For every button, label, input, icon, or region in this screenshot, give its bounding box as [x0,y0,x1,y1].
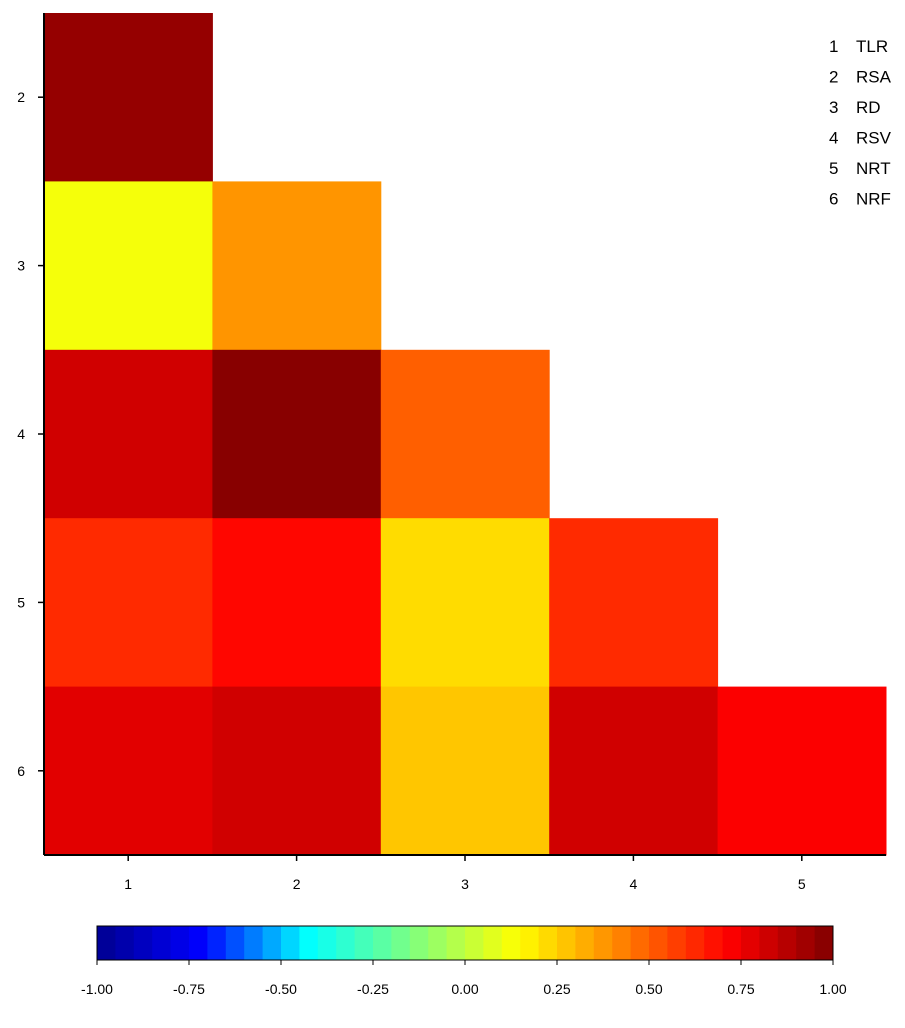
colorbar-swatch [115,926,135,960]
colorbar-tick-label: 0.50 [635,981,662,997]
colorbar-swatch [189,926,208,960]
heatmap-cell-1-2 [44,13,213,182]
legend-label: TLR [856,37,888,56]
colorbar-swatch [317,926,337,960]
heatmap-cell-1-5 [44,518,213,688]
heatmap-cell-4-6 [549,686,719,856]
colorbar-swatch [704,926,723,960]
legend-key: 5 [829,159,838,178]
x-tick-label: 1 [124,876,132,892]
variable-legend: 1 TLR 2 RSA 3 RD 4 RSV 5 NRT 6 NRF [829,37,892,209]
legend-label: RSA [856,68,892,87]
colorbar-swatch [262,926,282,960]
colorbar-swatch [722,926,742,960]
colorbar-tick-label: -0.25 [357,981,389,997]
heatmap-cell-2-6 [212,686,382,856]
heatmap-cell-3-6 [380,686,550,856]
colorbar-swatch [409,926,429,960]
colorbar-swatch [575,926,595,960]
colorbar-swatch [741,926,760,960]
colorbar-swatch [133,926,153,960]
colorbar-swatch [152,926,171,960]
legend-key: 4 [829,129,838,148]
colorbar-swatch [336,926,355,960]
colorbar-swatch [225,926,245,960]
legend-label: RD [856,98,881,117]
colorbar-swatch [649,926,668,960]
colorbar-swatch [557,926,576,960]
colorbar-swatch [520,926,539,960]
colorbar-tick-label: 0.25 [543,981,570,997]
heatmap-cells [44,13,887,856]
colorbar-swatch [685,926,705,960]
colorbar-tick-label: 0.75 [727,981,754,997]
y-tick-label: 5 [17,594,25,610]
legend-label: NRF [856,190,891,209]
y-tick-label: 6 [17,763,25,779]
heatmap-cell-3-5 [380,518,550,688]
heatmap-axes: 2 3 4 5 6 1 2 3 4 5 [17,13,886,892]
colorbar-swatch [170,926,190,960]
colorbar-swatch [373,926,392,960]
colorbar-swatch [593,926,613,960]
colorbar-tick-label: -0.75 [173,981,205,997]
colorbar-swatch [777,926,797,960]
colorbar-swatch [759,926,779,960]
heatmap-cell-2-3 [212,181,382,351]
colorbar-swatch [612,926,631,960]
legend-key: 6 [829,190,838,209]
legend-key: 3 [829,98,838,117]
colorbar-swatch [630,926,650,960]
colorbar-swatch [814,926,834,960]
colorbar-swatch [465,926,484,960]
colorbar-swatch [538,926,558,960]
colorbar-swatch [428,926,447,960]
heatmap-cell-1-6 [44,686,213,856]
x-tick-label: 5 [798,876,806,892]
x-tick-label: 2 [293,876,301,892]
colorbar-swatch [501,926,521,960]
y-tick-label: 4 [17,426,25,442]
colorbar-swatch [207,926,227,960]
y-tick-label: 3 [17,258,25,274]
colorbar-swatch [667,926,687,960]
colorbar-swatch [796,926,815,960]
heatmap-cell-3-4 [380,349,550,519]
x-tick-label: 4 [630,876,638,892]
colorbar-swatch [483,926,503,960]
heatmap-cell-4-5 [549,518,719,688]
colorbar: -1.00 -0.75 -0.50 -0.25 0.00 0.25 0.50 0.75 1.00 [81,925,847,997]
colorbar-tick-label: -1.00 [81,981,113,997]
colorbar-swatch [354,926,374,960]
colorbar-swatch [244,926,263,960]
legend-key: 2 [829,68,838,87]
y-tick-label: 2 [17,89,25,105]
heatmap-cell-2-4 [212,349,382,519]
colorbar-tick-label: -0.50 [265,981,297,997]
heatmap-cell-1-4 [44,349,213,519]
legend-label: RSV [856,129,892,148]
heatmap-cell-1-3 [44,181,213,351]
heatmap-cell-5-6 [717,686,887,856]
colorbar-swatch [97,926,116,960]
colorbar-tick-label: 0.00 [451,981,478,997]
x-tick-label: 3 [461,876,469,892]
heatmap-cell-2-5 [212,518,382,688]
legend-key: 1 [829,37,838,56]
legend-label: NRT [856,159,891,178]
colorbar-swatch [299,926,319,960]
colorbar-swatch [446,926,466,960]
colorbar-swatch [391,926,411,960]
colorbar-tick-label: 1.00 [819,981,846,997]
colorbar-swatch [281,926,300,960]
